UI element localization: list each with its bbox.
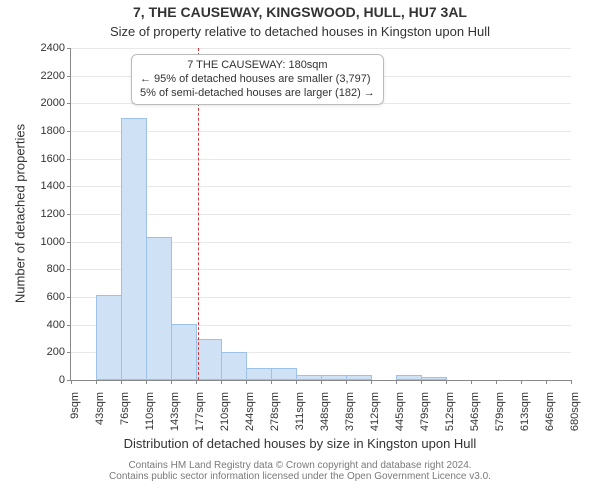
x-tick [121, 380, 122, 384]
x-tick-label: 143sqm [169, 392, 181, 431]
x-tick-label: 76sqm [119, 392, 131, 425]
footer: Contains HM Land Registry data © Crown c… [0, 460, 600, 482]
y-tick-label: 800 [47, 263, 65, 275]
x-tick [471, 380, 472, 384]
histogram-bar [121, 118, 147, 380]
y-tick [67, 159, 71, 160]
x-tick-label: 278sqm [269, 392, 281, 431]
histogram-bar [421, 377, 447, 380]
histogram-bar [396, 375, 422, 380]
x-tick [571, 380, 572, 384]
y-tick [67, 76, 71, 77]
y-tick [67, 325, 71, 326]
y-tick-label: 400 [47, 319, 65, 331]
x-tick [546, 380, 547, 384]
chart-title: 7, THE CAUSEWAY, KINGSWOOD, HULL, HU7 3A… [0, 4, 600, 20]
x-tick [171, 380, 172, 384]
chart-subtitle: Size of property relative to detached ho… [0, 24, 600, 39]
y-tick [67, 269, 71, 270]
x-tick [346, 380, 347, 384]
x-tick-label: 244sqm [244, 392, 256, 431]
x-tick [146, 380, 147, 384]
x-tick-label: 512sqm [444, 392, 456, 431]
x-tick [246, 380, 247, 384]
annotation-box: 7 THE CAUSEWAY: 180sqm← 95% of detached … [131, 54, 384, 105]
x-tick [221, 380, 222, 384]
plot-area: 0200400600800100012001400160018002000220… [70, 48, 571, 381]
y-tick-label: 1200 [41, 208, 65, 220]
x-tick-label: 110sqm [144, 392, 156, 430]
x-tick-label: 378sqm [344, 392, 356, 431]
x-tick [96, 380, 97, 384]
x-tick [396, 380, 397, 384]
annotation-line: ← 95% of detached houses are smaller (3,… [140, 73, 375, 87]
histogram-bar [271, 368, 297, 380]
histogram-bar [346, 375, 372, 380]
x-tick [421, 380, 422, 384]
x-tick [446, 380, 447, 384]
y-tick [67, 352, 71, 353]
x-tick-label: 177sqm [194, 392, 206, 431]
y-tick-label: 1600 [41, 153, 65, 165]
y-tick-label: 1400 [41, 180, 65, 192]
grid-line [71, 48, 571, 49]
x-tick-label: 579sqm [494, 392, 506, 431]
annotation-line: 7 THE CAUSEWAY: 180sqm [140, 59, 375, 73]
y-tick-label: 2400 [41, 42, 65, 54]
y-tick-label: 600 [47, 291, 65, 303]
y-tick-label: 2000 [41, 97, 65, 109]
y-tick [67, 242, 71, 243]
x-tick-label: 613sqm [519, 392, 531, 431]
x-tick-label: 210sqm [219, 392, 231, 431]
x-tick [371, 380, 372, 384]
y-tick [67, 48, 71, 49]
x-tick [496, 380, 497, 384]
histogram-bar [296, 375, 322, 380]
x-tick-label: 445sqm [394, 392, 406, 431]
x-tick-label: 43sqm [94, 392, 106, 425]
x-tick-label: 680sqm [569, 392, 581, 431]
y-tick-label: 200 [47, 346, 65, 358]
histogram-bar [221, 352, 247, 380]
x-tick [71, 380, 72, 384]
footer-line: Contains public sector information licen… [0, 471, 600, 482]
footer-line: Contains HM Land Registry data © Crown c… [0, 460, 600, 471]
x-tick [521, 380, 522, 384]
histogram-bar [246, 368, 272, 380]
chart-container: 7, THE CAUSEWAY, KINGSWOOD, HULL, HU7 3A… [0, 0, 600, 500]
x-tick [321, 380, 322, 384]
y-tick [67, 103, 71, 104]
y-tick-label: 1800 [41, 125, 65, 137]
x-tick [196, 380, 197, 384]
x-tick-label: 479sqm [419, 392, 431, 431]
y-tick-label: 1000 [41, 236, 65, 248]
x-tick-label: 412sqm [369, 392, 381, 431]
x-tick-label: 311sqm [294, 392, 306, 430]
y-tick-label: 0 [59, 374, 65, 386]
histogram-bar [146, 237, 172, 380]
histogram-bar [171, 324, 197, 380]
x-tick [296, 380, 297, 384]
y-axis-title: Number of detached properties [13, 48, 28, 380]
x-tick-label: 646sqm [544, 392, 556, 431]
y-tick [67, 131, 71, 132]
x-axis-title: Distribution of detached houses by size … [0, 436, 600, 451]
x-tick [271, 380, 272, 384]
y-tick [67, 297, 71, 298]
y-tick [67, 214, 71, 215]
annotation-line: 5% of semi-detached houses are larger (1… [140, 87, 375, 101]
histogram-bar [196, 339, 222, 380]
histogram-bar [321, 375, 347, 380]
y-tick-label: 2200 [41, 70, 65, 82]
y-tick [67, 186, 71, 187]
histogram-bar [96, 295, 122, 380]
x-tick-label: 546sqm [469, 392, 481, 431]
x-tick-label: 9sqm [69, 392, 81, 419]
x-tick-label: 348sqm [319, 392, 331, 431]
